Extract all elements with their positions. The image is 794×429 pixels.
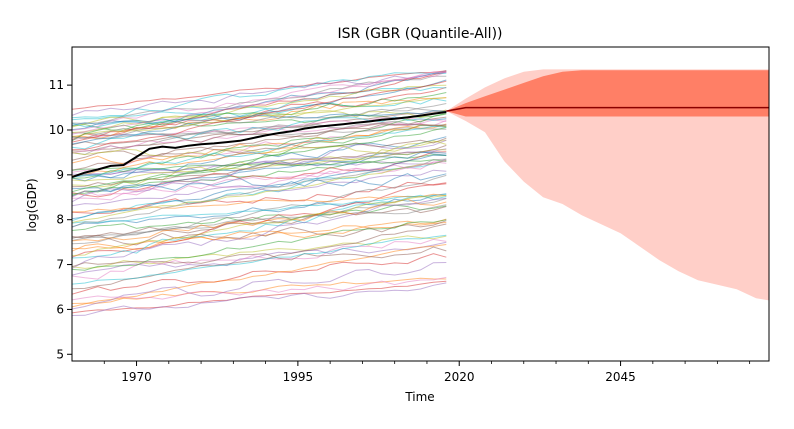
axes: 1970 1995 2020 2045 5 6 7 8 9 10 11 — [49, 78, 751, 384]
peer-series-line — [71, 75, 447, 124]
peer-series-line — [71, 193, 447, 213]
peer-series-line — [71, 253, 447, 295]
y-tick-label: 11 — [49, 78, 64, 92]
peer-series-line — [71, 262, 447, 310]
x-tick-label: 2020 — [444, 370, 475, 384]
peer-series-line — [71, 139, 447, 203]
peer-series-line — [71, 116, 447, 171]
peer-series-line — [71, 70, 447, 110]
peer-series-line — [71, 204, 447, 241]
y-tick-label: 7 — [56, 258, 64, 272]
y-axis-label: log(GDP) — [25, 178, 39, 231]
peer-series-line — [71, 159, 447, 223]
peer-series-line — [71, 241, 447, 276]
peer-series-line — [71, 120, 447, 140]
peer-series-line — [71, 204, 447, 231]
x-tick-label: 2045 — [605, 370, 636, 384]
peer-series-line — [71, 276, 447, 301]
peer-series-line — [71, 195, 447, 256]
focus-series-line — [71, 111, 447, 179]
peer-series-line — [71, 234, 447, 285]
peer-series-line — [71, 151, 447, 198]
peer-series-line — [71, 98, 447, 128]
peer-series-line — [71, 238, 447, 280]
peer-series-line — [71, 174, 447, 245]
peer-series-line — [71, 140, 447, 158]
peer-series-line — [71, 71, 447, 135]
peer-series-line — [71, 151, 447, 197]
peer-series-line — [71, 160, 447, 198]
y-tick-label: 5 — [56, 347, 64, 361]
forecast-median-line — [446, 106, 769, 112]
x-tick-label: 1995 — [283, 370, 314, 384]
peer-series-line — [71, 194, 447, 224]
y-tick-label: 6 — [56, 302, 64, 316]
peer-series-line — [71, 86, 447, 121]
peer-series-line — [71, 219, 447, 271]
y-tick-label: 9 — [56, 168, 64, 182]
peer-series-line — [71, 218, 447, 252]
chart-title: ISR (GBR (Quantile-All)) — [338, 26, 503, 42]
peer-series-line — [71, 235, 447, 269]
forecast-inner-band — [446, 70, 769, 117]
peer-series-line — [71, 246, 447, 268]
y-tick-label: 10 — [49, 123, 64, 137]
peer-series-line — [71, 124, 447, 177]
peer-series-line — [71, 173, 447, 193]
peer-series-line — [71, 169, 447, 207]
peer-series-line — [71, 137, 447, 161]
peer-series-line — [71, 71, 447, 116]
peer-series-line — [71, 122, 447, 146]
peer-series-line — [71, 206, 447, 239]
peer-series-line — [71, 197, 447, 269]
peer-series-line — [71, 79, 447, 145]
y-tick-label: 8 — [56, 213, 64, 227]
peer-series-line — [71, 72, 447, 119]
x-tick-label: 1970 — [121, 370, 152, 384]
x-axis-label: Time — [404, 390, 434, 404]
peer-series-line — [71, 80, 447, 151]
peer-series-line — [71, 103, 447, 135]
peer-series-line — [71, 220, 447, 246]
peer-series-line — [71, 125, 447, 178]
forecast-outer-band — [446, 69, 769, 301]
peer-series-line — [71, 244, 447, 308]
peer-series-line — [71, 158, 447, 228]
plot-area — [71, 69, 769, 316]
plot-frame — [71, 46, 770, 362]
peer-series-line — [71, 282, 447, 316]
peer-series-line — [71, 71, 447, 143]
peer-series-line — [71, 148, 447, 182]
peer-series-line — [71, 127, 447, 193]
peer-series-line — [71, 194, 447, 259]
